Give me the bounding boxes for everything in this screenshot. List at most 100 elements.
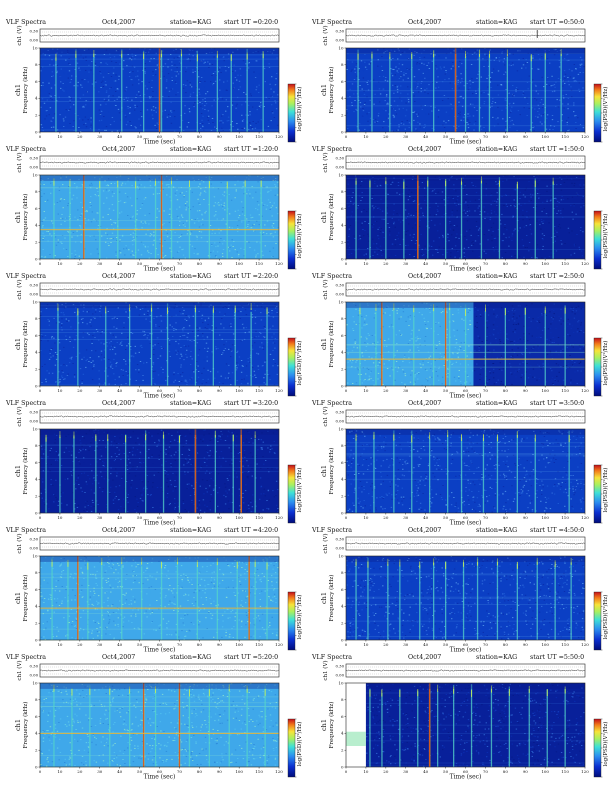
y-tick-label: 4 [341, 731, 344, 736]
x-tick-label: 50 [137, 769, 143, 774]
burst-streak [544, 310, 546, 386]
y-tick-label: 4 [35, 604, 38, 609]
waveform-tick-label: 0.30 [336, 156, 345, 161]
burst-streak [105, 311, 107, 386]
panel-date: Oct4,2007 [102, 146, 136, 153]
x-tick-label: 80 [197, 642, 203, 647]
waveform-trace [345, 288, 585, 291]
x-tick-label: 100 [541, 261, 549, 266]
panel-station: station=KAG [170, 19, 212, 26]
burst-streak [250, 311, 252, 386]
frequency-band [40, 175, 279, 176]
burst-streak [506, 56, 508, 132]
waveform-tick-label: 0.30 [336, 537, 345, 542]
burst-peak [413, 305, 415, 313]
upper-band-shade [346, 556, 585, 562]
burst-peak [387, 558, 389, 566]
x-tick-label: 110 [255, 769, 263, 774]
burst-peak [216, 558, 218, 566]
upper-band-shade [40, 429, 279, 435]
burst-streak [117, 184, 119, 259]
burst-peak [497, 558, 498, 566]
burst-peak [433, 304, 435, 312]
burst-peak [437, 684, 439, 692]
x-tick-label: 40 [423, 388, 429, 393]
panel-date: Oct4,2007 [408, 146, 442, 153]
x-tick-label: 30 [97, 515, 103, 520]
y-axis-label: Frequency (kHz) [22, 321, 29, 368]
y-tick-label: 2 [35, 494, 38, 499]
x-tick-label: 90 [523, 769, 529, 774]
noise-texture [346, 429, 585, 513]
burst-streak [67, 562, 69, 640]
y-tick-label: 10 [338, 45, 344, 50]
burst-streak [77, 310, 79, 386]
y-tick-label: 8 [341, 62, 344, 67]
burst-streak [381, 693, 383, 767]
burst-streak [254, 558, 256, 640]
x-tick-label: 90 [523, 261, 529, 266]
burst-peak [129, 304, 131, 312]
burst-streak [560, 52, 562, 132]
x-tick-label: 90 [217, 515, 223, 520]
y-tick-label: 6 [341, 79, 344, 84]
carrier-line [40, 607, 279, 609]
frequency-band [346, 636, 585, 637]
x-tick-label: 70 [483, 134, 489, 139]
spectrogram-panel: VLF Spectra Oct4,2007 station=KAG start UT … [0, 526, 306, 654]
x-tick-label: 60 [157, 388, 163, 393]
waveform-trace [39, 34, 279, 37]
noise-texture [346, 556, 585, 640]
x-axis-label: Time (sec) [144, 393, 176, 400]
burst-streak [121, 49, 123, 132]
burst-streak [484, 310, 487, 386]
panel-start-time: start UT =0:20:0 [224, 19, 279, 26]
x-axis-label: Time (sec) [450, 520, 482, 527]
burst-peak [143, 52, 145, 60]
burst-peak [77, 308, 79, 316]
burst-peak [552, 177, 554, 185]
strong-burst-core [248, 556, 250, 640]
y-tick-label: 0 [341, 637, 344, 642]
frequency-band [346, 574, 585, 576]
x-tick-label: 120 [581, 769, 589, 774]
x-tick-label: 80 [503, 261, 509, 266]
burst-peak [516, 181, 518, 189]
y-tick-label: 10 [32, 553, 38, 558]
burst-streak [53, 687, 55, 767]
x-tick-label: 30 [403, 388, 409, 393]
spectrogram-background [40, 302, 279, 386]
frequency-band [346, 216, 585, 217]
x-tick-label: 60 [463, 388, 469, 393]
waveform-tick-label: 0.30 [336, 664, 345, 669]
burst-peak [181, 49, 182, 57]
y-tick-label: 10 [32, 426, 38, 431]
burst-peak [121, 557, 123, 565]
x-tick-label: 90 [217, 134, 223, 139]
colorbar-label: log(PSD)(V²/Hz) [602, 595, 609, 640]
frequency-band [365, 733, 585, 734]
y-tick-label: 2 [35, 113, 38, 118]
x-tick-label: 90 [217, 769, 223, 774]
burst-streak [445, 178, 447, 259]
panel-date: Oct4,2007 [102, 527, 136, 534]
burst-peak [53, 178, 55, 186]
y-tick-label: 2 [35, 367, 38, 372]
burst-peak [232, 434, 234, 442]
x-tick-label: 100 [541, 134, 549, 139]
x-tick-label: 90 [217, 642, 223, 647]
burst-peak [194, 305, 196, 313]
x-tick-label: 100 [235, 769, 243, 774]
x-axis-label: Time (sec) [144, 647, 176, 654]
frequency-band [40, 609, 279, 611]
y-tick-label: 2 [341, 621, 344, 626]
burst-peak [403, 181, 405, 189]
burst-streak [95, 435, 97, 513]
burst-peak [369, 180, 371, 188]
y-tick-label: 6 [35, 79, 38, 84]
channel-label: ch1 [320, 719, 328, 731]
burst-peak [244, 179, 246, 187]
x-tick-label: 80 [503, 769, 509, 774]
x-tick-label: 30 [403, 261, 409, 266]
